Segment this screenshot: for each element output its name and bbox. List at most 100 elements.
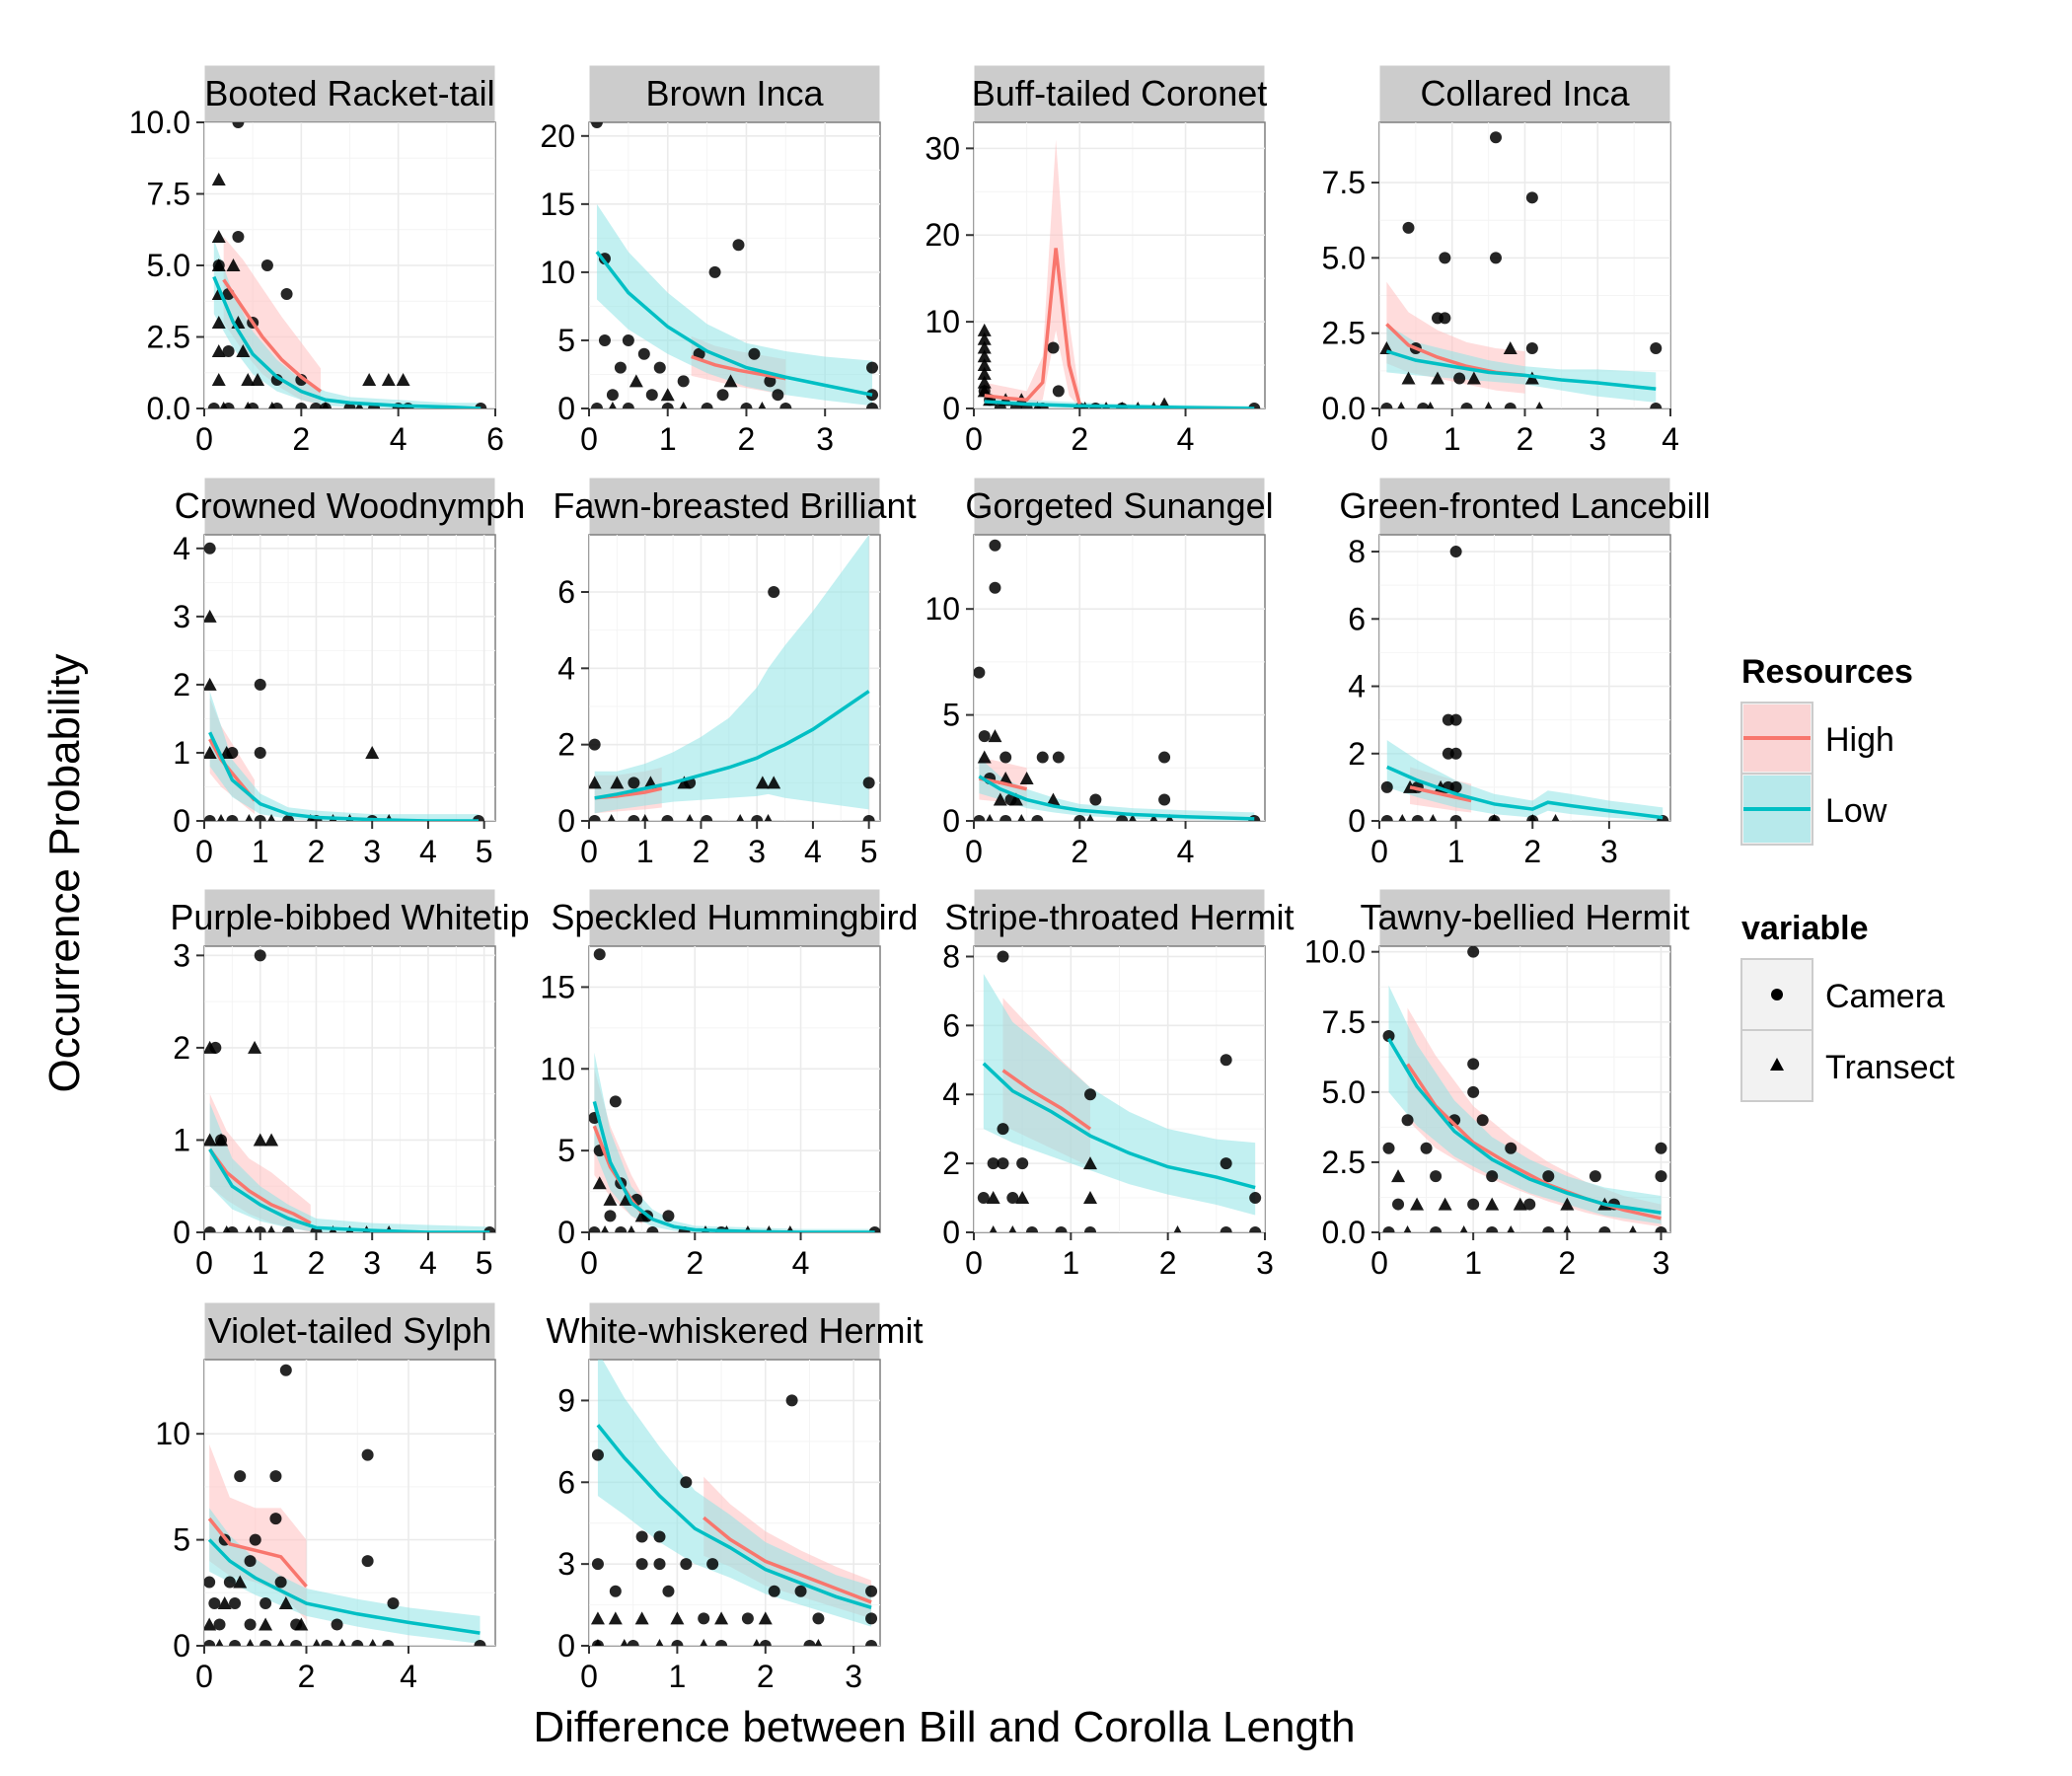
x-tick-label: 3 <box>1256 1245 1274 1281</box>
x-tick-label: 6 <box>486 421 504 457</box>
transect-point <box>294 1617 309 1631</box>
camera-point <box>598 333 611 346</box>
y-tick-label: 6 <box>942 1007 960 1043</box>
y-tick-label: 15 <box>540 969 575 1004</box>
confidence-band-low <box>1386 740 1664 821</box>
camera-point <box>701 815 713 821</box>
strip-background <box>1378 477 1671 536</box>
transect-point <box>1015 1191 1030 1205</box>
camera-point <box>974 666 986 679</box>
fit-line-high <box>208 1147 312 1225</box>
transect-point <box>1490 814 1499 821</box>
x-tick-label: 2 <box>693 834 710 869</box>
transect-point <box>1410 1197 1425 1211</box>
transect-point <box>628 1225 635 1232</box>
camera-point <box>361 1448 374 1461</box>
transect-point <box>204 1040 217 1054</box>
x-tick-label: 5 <box>860 834 878 869</box>
transect-point <box>1401 371 1416 385</box>
camera-point <box>254 746 266 759</box>
camera-point <box>1504 403 1517 408</box>
strip-title: Speckled Hummingbird <box>551 897 918 937</box>
camera-point <box>1089 403 1102 408</box>
camera-point <box>260 259 273 271</box>
x-tick-label: 0 <box>195 1659 213 1694</box>
transect-point <box>246 1639 255 1646</box>
x-tick-label: 5 <box>476 1245 493 1281</box>
camera-point <box>680 1558 693 1571</box>
camera-point <box>1655 1226 1667 1232</box>
transect-point <box>1528 814 1537 821</box>
camera-point <box>989 539 1001 552</box>
camera-point <box>862 815 875 821</box>
camera-point <box>269 1470 282 1483</box>
camera-point <box>865 1612 878 1625</box>
camera-point <box>208 1597 221 1610</box>
transect-point <box>655 1639 664 1646</box>
panel-purple-bibbed-whitetip: Purple-bibbed Whitetip 0 1 2 3 4 5 0 1 2 3 <box>170 888 530 1281</box>
camera-point <box>1467 1085 1480 1098</box>
transect-point <box>1398 814 1407 821</box>
transect-point <box>381 373 396 386</box>
transect-point <box>986 814 994 821</box>
camera-point <box>759 1640 772 1646</box>
x-tick-label: 1 <box>1464 1245 1482 1281</box>
transect-point <box>594 1639 602 1646</box>
transect-point <box>337 1639 346 1646</box>
strip-title: Green-fronted Lancebill <box>1339 485 1710 526</box>
camera-point <box>1016 1157 1029 1170</box>
camera-point <box>1073 815 1086 821</box>
transect-point <box>736 814 744 821</box>
x-tick-label: 2 <box>292 421 310 457</box>
camera-point <box>997 1157 1009 1170</box>
fit-line-high <box>222 278 323 394</box>
transect-point <box>211 316 226 329</box>
transect-point <box>1438 1197 1452 1211</box>
y-tick-label: 0 <box>557 1215 575 1250</box>
camera-point <box>646 1226 659 1232</box>
legend-label-camera: Camera <box>1825 978 1945 1015</box>
x-tick-label: 1 <box>1443 421 1461 457</box>
transect-point <box>211 173 226 185</box>
x-tick-label: 5 <box>476 834 493 869</box>
x-tick-label: 3 <box>1653 1245 1670 1281</box>
transect-point <box>977 349 992 363</box>
camera-point <box>591 1448 604 1461</box>
camera-point <box>1249 1226 1262 1232</box>
transect-point <box>620 1639 629 1646</box>
plot-area <box>589 946 880 1232</box>
transect-point <box>1551 814 1560 821</box>
camera-point <box>1220 1054 1232 1067</box>
camera-point <box>865 1640 878 1646</box>
camera-point <box>232 122 245 128</box>
camera-point <box>290 1640 303 1646</box>
y-tick-label: 10 <box>925 304 960 339</box>
y-tick-label: 1 <box>173 735 190 771</box>
camera-point <box>865 1585 878 1597</box>
camera-point <box>1084 1088 1096 1101</box>
y-tick-label: 0.0 <box>1322 1215 1366 1250</box>
camera-point <box>1116 815 1129 821</box>
camera-point <box>593 948 606 961</box>
camera-point <box>978 730 991 743</box>
camera-point <box>662 1210 675 1222</box>
legend-camera-marker <box>1771 989 1783 1000</box>
plot-area <box>974 946 1265 1232</box>
panel-gorgeted-sunangel: Gorgeted Sunangel 0 2 4 0 5 10 <box>925 477 1274 869</box>
camera-point <box>223 1576 236 1589</box>
camera-point <box>1439 312 1451 325</box>
camera-point <box>254 1226 266 1232</box>
transect-point <box>219 745 234 759</box>
strip-title: Booted Racket-tail <box>204 73 494 113</box>
camera-point <box>1449 546 1462 558</box>
y-tick-label: 0 <box>173 1215 190 1250</box>
camera-point <box>1047 341 1060 354</box>
camera-point <box>1467 1198 1480 1211</box>
fit-line-low <box>208 1147 490 1232</box>
strip-background <box>203 1301 496 1361</box>
camera-point <box>1158 793 1171 806</box>
strip-title: Crowned Woodnymph <box>175 485 526 526</box>
x-tick-label: 1 <box>668 1659 686 1694</box>
